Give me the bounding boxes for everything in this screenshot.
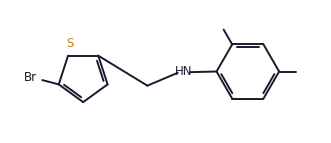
Text: S: S	[66, 37, 73, 50]
Text: Br: Br	[24, 71, 37, 84]
Text: HN: HN	[175, 65, 192, 78]
